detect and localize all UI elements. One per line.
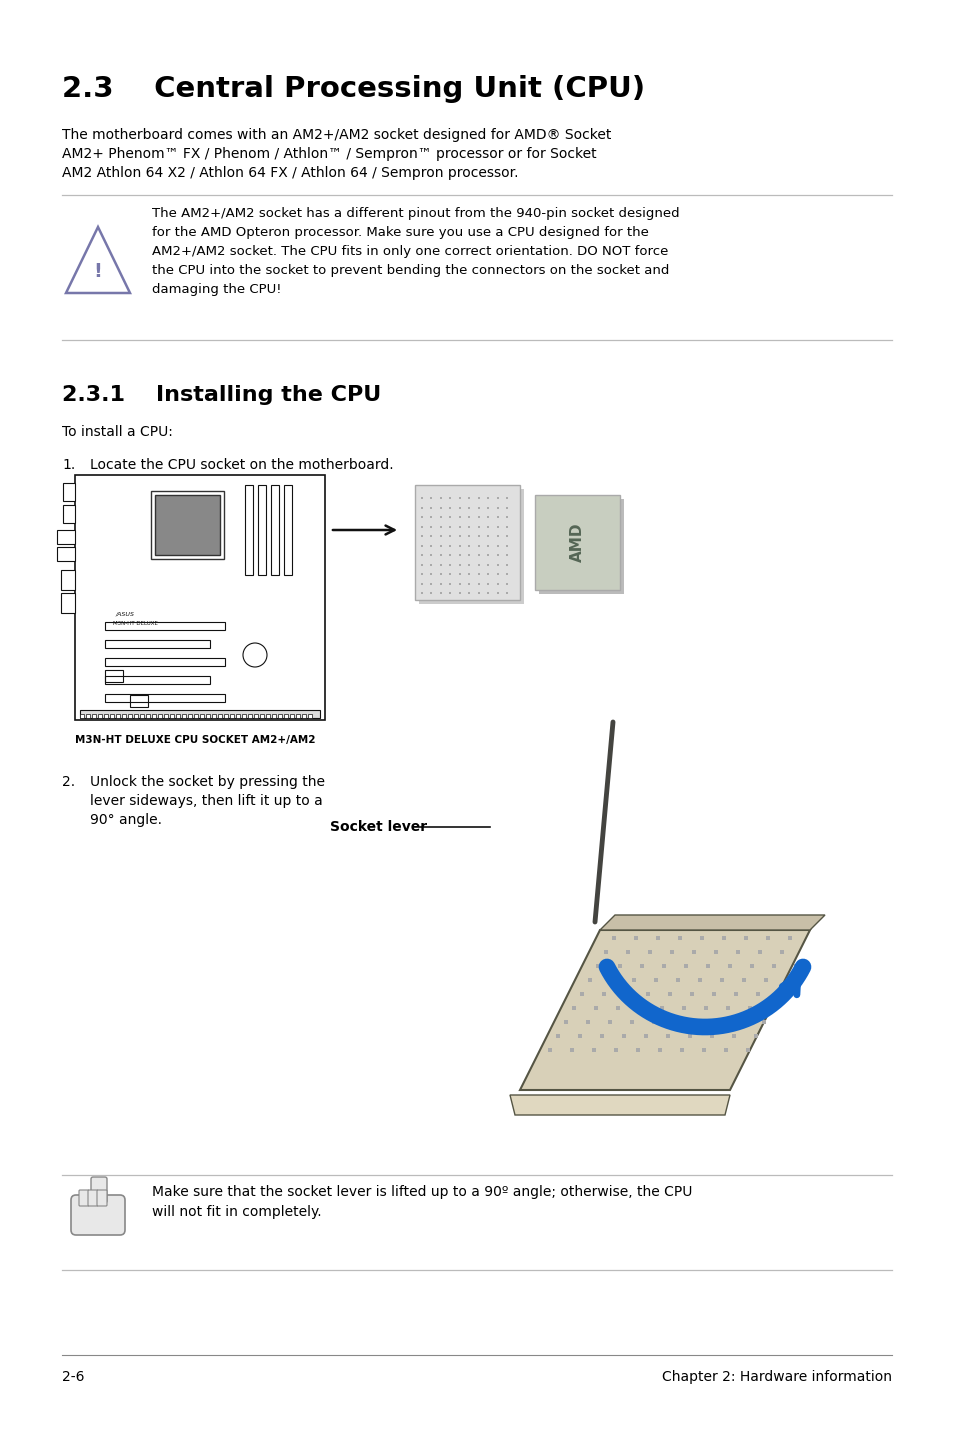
- Bar: [415, 485, 519, 600]
- Text: Socket lever: Socket lever: [330, 820, 427, 834]
- Polygon shape: [599, 915, 824, 930]
- Polygon shape: [519, 930, 809, 1090]
- Bar: [308, 715, 312, 718]
- Bar: [122, 715, 126, 718]
- Bar: [104, 715, 108, 718]
- Text: for the AMD Opteron processor. Make sure you use a CPU designed for the: for the AMD Opteron processor. Make sure…: [152, 226, 648, 239]
- Text: The motherboard comes with an AM2+/AM2 socket designed for AMD® Socket: The motherboard comes with an AM2+/AM2 s…: [62, 128, 611, 142]
- Bar: [105, 695, 225, 702]
- Bar: [86, 715, 90, 718]
- Text: Locate the CPU socket on the motherboard.: Locate the CPU socket on the motherboard…: [90, 457, 394, 472]
- Text: AMD: AMD: [569, 522, 584, 562]
- FancyBboxPatch shape: [91, 1176, 107, 1204]
- Bar: [284, 715, 288, 718]
- Bar: [248, 715, 252, 718]
- Bar: [63, 483, 75, 500]
- Text: /ASUS: /ASUS: [115, 611, 133, 615]
- Bar: [206, 715, 210, 718]
- Bar: [57, 546, 75, 561]
- Polygon shape: [510, 1094, 729, 1114]
- Bar: [193, 715, 198, 718]
- Text: M3N-HT DELUXE CPU SOCKET AM2+/AM2: M3N-HT DELUXE CPU SOCKET AM2+/AM2: [75, 735, 315, 745]
- Bar: [61, 569, 75, 590]
- Bar: [158, 715, 162, 718]
- Bar: [63, 505, 75, 523]
- Bar: [164, 715, 168, 718]
- Text: AM2+/AM2 socket. The CPU fits in only one correct orientation. DO NOT force: AM2+/AM2 socket. The CPU fits in only on…: [152, 244, 668, 257]
- Bar: [538, 499, 623, 594]
- Bar: [175, 715, 180, 718]
- Text: lever sideways, then lift it up to a: lever sideways, then lift it up to a: [90, 794, 322, 808]
- Bar: [98, 715, 102, 718]
- FancyBboxPatch shape: [88, 1191, 98, 1206]
- Bar: [91, 715, 96, 718]
- Bar: [242, 715, 246, 718]
- FancyBboxPatch shape: [97, 1191, 107, 1206]
- Bar: [110, 715, 113, 718]
- Bar: [75, 475, 325, 720]
- Text: M3N-HT DELUXE: M3N-HT DELUXE: [112, 621, 157, 626]
- Bar: [152, 715, 156, 718]
- Bar: [212, 715, 215, 718]
- Bar: [235, 715, 240, 718]
- Text: will not fit in completely.: will not fit in completely.: [152, 1205, 321, 1219]
- Bar: [133, 715, 138, 718]
- Bar: [253, 715, 257, 718]
- Text: the CPU into the socket to prevent bending the connectors on the socket and: the CPU into the socket to prevent bendi…: [152, 265, 669, 278]
- Bar: [170, 715, 173, 718]
- Bar: [80, 710, 319, 718]
- Bar: [130, 695, 148, 707]
- FancyBboxPatch shape: [71, 1195, 125, 1235]
- Bar: [154, 495, 220, 555]
- Text: !: !: [93, 262, 102, 280]
- Bar: [418, 489, 523, 604]
- Bar: [105, 640, 210, 649]
- Bar: [272, 715, 275, 718]
- Text: 1.: 1.: [62, 457, 75, 472]
- Bar: [128, 715, 132, 718]
- Bar: [188, 715, 192, 718]
- Text: AM2+ Phenom™ FX / Phenom / Athlon™ / Sempron™ processor or for Socket: AM2+ Phenom™ FX / Phenom / Athlon™ / Sem…: [62, 147, 596, 161]
- Bar: [284, 485, 292, 575]
- Bar: [257, 485, 266, 575]
- Bar: [266, 715, 270, 718]
- Text: 2.3.1    Installing the CPU: 2.3.1 Installing the CPU: [62, 385, 381, 406]
- Bar: [105, 676, 210, 684]
- Bar: [218, 715, 222, 718]
- Bar: [80, 715, 84, 718]
- Bar: [302, 715, 306, 718]
- Bar: [230, 715, 233, 718]
- FancyBboxPatch shape: [79, 1191, 89, 1206]
- Text: 90° angle.: 90° angle.: [90, 812, 162, 827]
- Bar: [182, 715, 186, 718]
- Bar: [105, 623, 225, 630]
- Bar: [151, 490, 224, 559]
- Bar: [295, 715, 299, 718]
- Bar: [116, 715, 120, 718]
- Text: damaging the CPU!: damaging the CPU!: [152, 283, 281, 296]
- Text: 2.3    Central Processing Unit (CPU): 2.3 Central Processing Unit (CPU): [62, 75, 644, 104]
- Text: The AM2+/AM2 socket has a different pinout from the 940-pin socket designed: The AM2+/AM2 socket has a different pino…: [152, 207, 679, 220]
- Text: 2.: 2.: [62, 775, 75, 789]
- Bar: [61, 592, 75, 613]
- Text: Unlock the socket by pressing the: Unlock the socket by pressing the: [90, 775, 325, 789]
- Bar: [277, 715, 282, 718]
- Bar: [146, 715, 150, 718]
- Bar: [105, 670, 123, 682]
- Bar: [535, 495, 619, 590]
- Bar: [245, 485, 253, 575]
- Text: AM2 Athlon 64 X2 / Athlon 64 FX / Athlon 64 / Sempron processor.: AM2 Athlon 64 X2 / Athlon 64 FX / Athlon…: [62, 165, 518, 180]
- Bar: [271, 485, 278, 575]
- Bar: [200, 715, 204, 718]
- Bar: [57, 531, 75, 544]
- Bar: [140, 715, 144, 718]
- Bar: [260, 715, 264, 718]
- Bar: [105, 659, 225, 666]
- Text: Make sure that the socket lever is lifted up to a 90º angle; otherwise, the CPU: Make sure that the socket lever is lifte…: [152, 1185, 692, 1199]
- Text: Chapter 2: Hardware information: Chapter 2: Hardware information: [661, 1370, 891, 1383]
- Bar: [224, 715, 228, 718]
- Bar: [290, 715, 294, 718]
- Text: 2-6: 2-6: [62, 1370, 85, 1383]
- Text: To install a CPU:: To install a CPU:: [62, 426, 172, 439]
